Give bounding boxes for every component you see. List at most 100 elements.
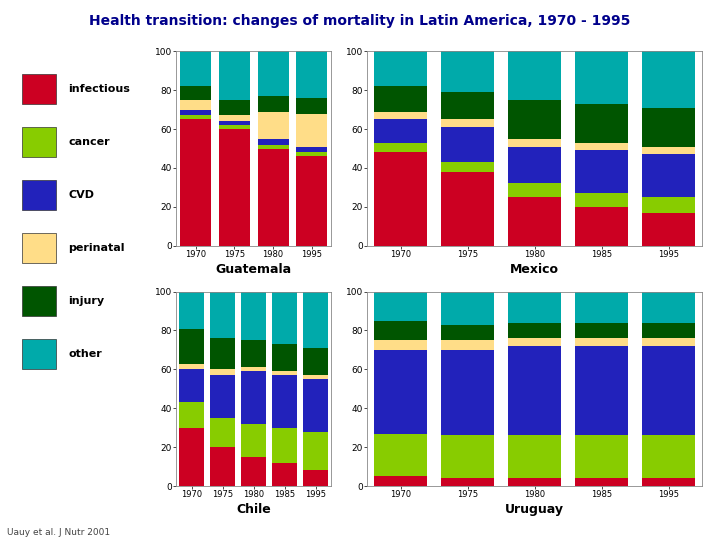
Bar — [441, 162, 495, 172]
Bar — [642, 51, 696, 107]
Bar — [508, 292, 562, 323]
Bar — [180, 119, 211, 246]
Bar — [241, 292, 266, 340]
Bar — [179, 292, 204, 328]
Bar — [180, 100, 211, 110]
Bar — [441, 292, 495, 325]
Bar — [441, 172, 495, 246]
Text: CVD: CVD — [68, 190, 94, 200]
Text: perinatal: perinatal — [68, 243, 125, 253]
Bar — [210, 292, 235, 338]
Bar — [575, 346, 629, 435]
Bar — [575, 193, 629, 207]
Bar — [441, 51, 495, 92]
Bar — [219, 51, 250, 100]
Bar — [241, 340, 266, 367]
Bar — [219, 129, 250, 246]
Bar — [180, 110, 211, 116]
Bar — [508, 435, 562, 478]
X-axis label: Mexico: Mexico — [510, 263, 559, 276]
Bar — [179, 428, 204, 486]
Bar — [441, 119, 495, 127]
Bar — [374, 476, 428, 486]
Bar — [219, 116, 250, 122]
Bar — [642, 107, 696, 146]
Bar — [258, 139, 289, 145]
Bar — [297, 51, 328, 98]
Bar — [258, 51, 289, 96]
Bar — [508, 146, 562, 184]
Bar — [508, 100, 562, 139]
Bar — [642, 292, 696, 323]
Bar — [297, 152, 328, 156]
Text: injury: injury — [68, 296, 104, 306]
Bar — [180, 51, 211, 86]
Bar — [441, 350, 495, 435]
Bar — [575, 338, 629, 346]
Bar — [303, 292, 328, 348]
Bar — [441, 325, 495, 340]
Bar — [219, 100, 250, 116]
Bar — [441, 340, 495, 350]
Bar — [303, 431, 328, 470]
Bar — [374, 434, 428, 476]
Bar — [441, 92, 495, 119]
Bar — [297, 113, 328, 146]
Bar — [441, 127, 495, 162]
Bar — [642, 146, 696, 154]
Bar — [179, 402, 204, 428]
Bar — [210, 369, 235, 375]
Bar — [575, 51, 629, 104]
Bar — [297, 156, 328, 246]
Bar — [241, 372, 266, 424]
Bar — [374, 112, 428, 119]
Bar — [272, 375, 297, 428]
Bar — [374, 86, 428, 112]
Bar — [575, 143, 629, 151]
Bar — [374, 51, 428, 86]
Text: Health transition: changes of mortality in Latin America, 1970 - 1995: Health transition: changes of mortality … — [89, 14, 631, 28]
Bar — [642, 197, 696, 213]
Bar — [508, 197, 562, 246]
Bar — [508, 338, 562, 346]
Bar — [374, 321, 428, 340]
Text: Uauy et al. J Nutr 2001: Uauy et al. J Nutr 2001 — [7, 528, 110, 537]
Bar — [374, 143, 428, 152]
Bar — [272, 292, 297, 344]
Bar — [258, 96, 289, 112]
Bar — [241, 367, 266, 372]
Text: other: other — [68, 349, 102, 359]
Bar — [508, 184, 562, 197]
Bar — [179, 369, 204, 402]
Bar — [642, 346, 696, 435]
Text: cancer: cancer — [68, 137, 110, 147]
Bar — [297, 98, 328, 113]
Bar — [179, 328, 204, 363]
Bar — [210, 375, 235, 418]
X-axis label: Guatemala: Guatemala — [216, 263, 292, 276]
Bar — [508, 51, 562, 100]
Bar — [219, 122, 250, 125]
Bar — [258, 148, 289, 246]
Bar — [575, 207, 629, 246]
Bar — [374, 292, 428, 321]
Bar — [272, 372, 297, 375]
Bar — [241, 424, 266, 457]
Bar — [508, 139, 562, 146]
Bar — [272, 463, 297, 486]
Bar — [210, 447, 235, 486]
Bar — [258, 145, 289, 148]
Bar — [575, 292, 629, 323]
Bar — [508, 323, 562, 338]
Bar — [642, 338, 696, 346]
Bar — [297, 146, 328, 152]
Bar — [642, 213, 696, 246]
Bar — [575, 151, 629, 193]
Bar — [303, 379, 328, 431]
Bar — [241, 457, 266, 486]
Bar — [642, 154, 696, 197]
Bar — [303, 348, 328, 375]
Bar — [303, 375, 328, 379]
Bar — [272, 344, 297, 372]
Bar — [210, 418, 235, 447]
